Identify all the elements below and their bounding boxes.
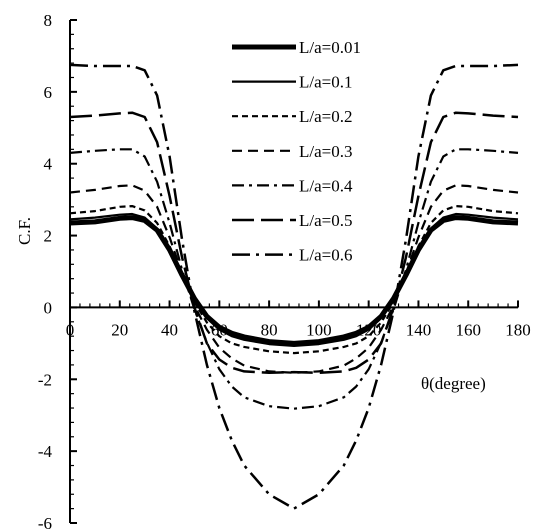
legend-label-4: L/a=0.3 — [299, 142, 353, 161]
x-axis-label: θ(degree) — [421, 374, 486, 393]
legend-label-3: L/a=0.2 — [299, 107, 353, 126]
series-line-4 — [69, 184, 519, 374]
x-tick-label: 40 — [161, 320, 178, 339]
y-tick-label: 0 — [44, 298, 53, 317]
legend-label-6: L/a=0.5 — [299, 211, 353, 230]
y-tick-label: 4 — [44, 155, 53, 174]
x-tick-label: 0 — [66, 320, 75, 339]
x-tick-label: 180 — [505, 320, 531, 339]
y-tick-label: -6 — [38, 514, 52, 532]
series-line-2 — [69, 212, 519, 347]
y-tick-label: 6 — [44, 83, 53, 102]
legend-label-2: L/a=0.1 — [299, 73, 353, 92]
legend-label-1: L/a=0.01 — [299, 38, 361, 57]
series-line-1 — [69, 215, 519, 346]
x-tick-label: 100 — [306, 320, 332, 339]
x-tick-label: 80 — [261, 320, 278, 339]
y-axis-label: C.F. — [15, 217, 34, 245]
y-tick-label: 2 — [44, 227, 53, 246]
series-layer — [69, 63, 519, 510]
series-line-3 — [69, 205, 519, 355]
legend: L/a=0.01 L/a=0.1 L/a=0.2 L/a=0.3 L/a=0.4 L/a=… — [232, 38, 361, 265]
y-tick-label: -4 — [38, 442, 53, 461]
y-tick-label: -2 — [38, 370, 52, 389]
x-tick-label: 160 — [455, 320, 481, 339]
y-tick-label: 8 — [44, 11, 53, 30]
legend-label-7: L/a=0.6 — [299, 246, 353, 265]
legend-label-5: L/a=0.4 — [299, 176, 353, 195]
x-tick-label: 140 — [406, 320, 432, 339]
axes-layer — [69, 19, 519, 524]
x-tick-label: 20 — [111, 320, 128, 339]
x-tick-label: 120 — [356, 320, 382, 339]
x-tick-label: 60 — [211, 320, 228, 339]
series-line-6 — [69, 111, 519, 375]
series-line-7 — [69, 63, 519, 510]
